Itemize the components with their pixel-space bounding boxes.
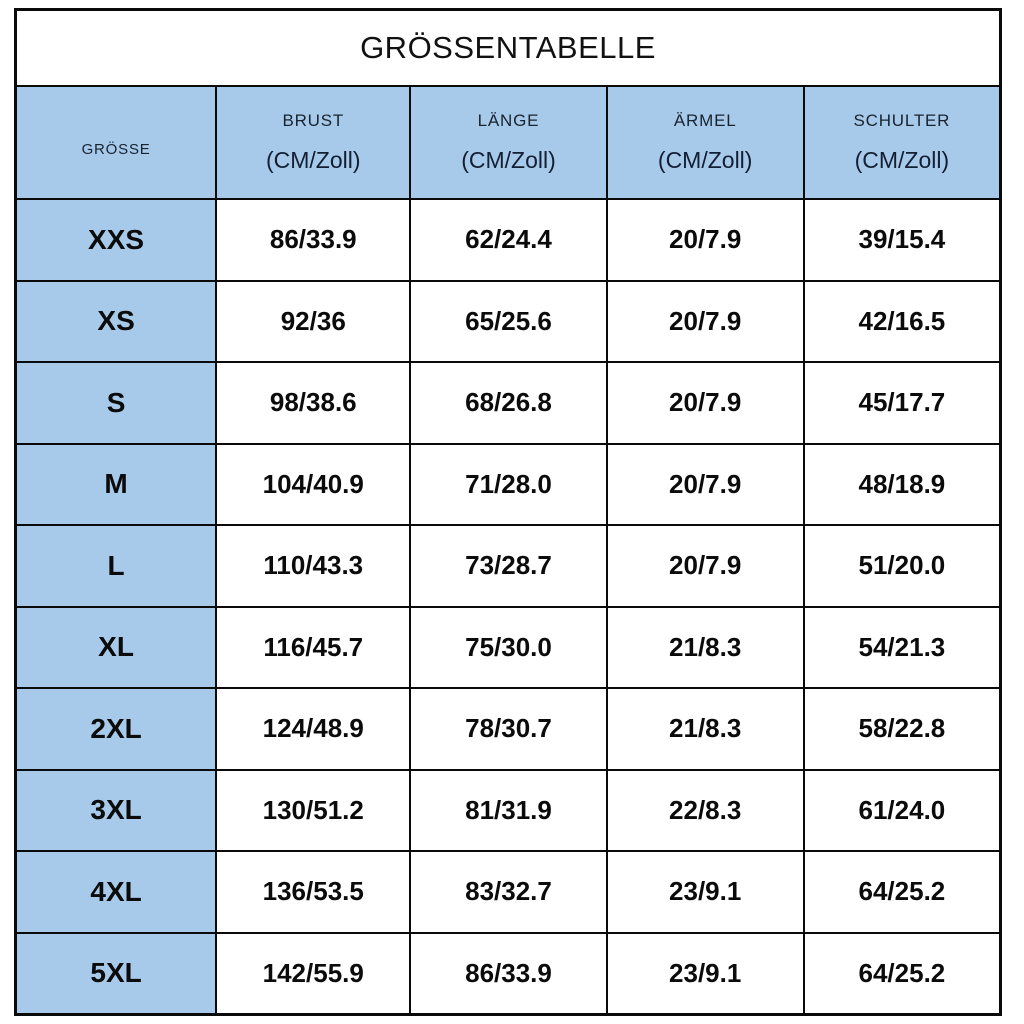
measurement-cell-schulter: 39/15.4: [804, 200, 999, 280]
measurement-cell-aermel: 20/7.9: [607, 444, 803, 524]
measurement-cell-schulter: 58/22.8: [804, 689, 999, 769]
measurement-cell-brust: 116/45.7: [217, 607, 410, 687]
measurement-cell-laenge: 62/24.4: [411, 200, 606, 280]
measurement-cell-aermel: 23/9.1: [607, 933, 803, 1013]
size-cell: 5XL: [17, 933, 216, 1013]
column-header-unit: (CM/Zoll): [461, 147, 556, 173]
measurement-cell-aermel: 20/7.9: [607, 281, 803, 361]
column-header-label: SCHULTER: [853, 111, 951, 130]
measurement-cell-brust: 86/33.9: [217, 200, 410, 280]
measurement-cell-aermel: 22/8.3: [607, 770, 803, 850]
size-cell: 2XL: [17, 689, 216, 769]
measurement-cell-brust: 142/55.9: [217, 933, 410, 1013]
size-cell: 3XL: [17, 770, 216, 850]
size-cell: XL: [17, 607, 216, 687]
size-cell: XXS: [17, 200, 216, 280]
measurement-cell-laenge: 86/33.9: [411, 933, 606, 1013]
size-cell: S: [17, 363, 216, 443]
measurement-cell-aermel: 20/7.9: [607, 526, 803, 606]
measurement-cell-schulter: 48/18.9: [804, 444, 999, 524]
measurement-cell-aermel: 20/7.9: [607, 200, 803, 280]
measurement-cell-brust: 124/48.9: [217, 689, 410, 769]
measurement-cell-laenge: 75/30.0: [411, 607, 606, 687]
measurement-cell-schulter: 45/17.7: [804, 363, 999, 443]
size-cell: 4XL: [17, 852, 216, 932]
measurement-cell-aermel: 21/8.3: [607, 607, 803, 687]
measurement-cell-schulter: 42/16.5: [804, 281, 999, 361]
column-header-groesse: GRÖSSE: [17, 87, 216, 198]
measurement-cell-laenge: 73/28.7: [411, 526, 606, 606]
column-header-label: LÄNGE: [477, 111, 540, 130]
measurement-cell-schulter: 51/20.0: [804, 526, 999, 606]
column-header-label: ÄRMEL: [673, 111, 737, 130]
measurement-cell-brust: 136/53.5: [217, 852, 410, 932]
measurement-cell-brust: 130/51.2: [217, 770, 410, 850]
measurement-cell-aermel: 21/8.3: [607, 689, 803, 769]
size-cell: M: [17, 444, 216, 524]
column-header-unit: (CM/Zoll): [854, 147, 950, 173]
measurement-cell-schulter: 61/24.0: [804, 770, 999, 850]
measurement-cell-laenge: 81/31.9: [411, 770, 606, 850]
column-header-laenge: LÄNGE (CM/Zoll): [411, 87, 606, 198]
measurement-cell-brust: 110/43.3: [217, 526, 410, 606]
measurement-cell-laenge: 68/26.8: [411, 363, 606, 443]
measurement-cell-aermel: 23/9.1: [607, 852, 803, 932]
table-title: GRÖSSENTABELLE: [17, 11, 999, 85]
measurement-cell-laenge: 83/32.7: [411, 852, 606, 932]
measurement-cell-brust: 98/38.6: [217, 363, 410, 443]
measurement-cell-schulter: 54/21.3: [804, 607, 999, 687]
measurement-cell-aermel: 20/7.9: [607, 363, 803, 443]
size-cell: XS: [17, 281, 216, 361]
size-table: GRÖSSENTABELLE GRÖSSE BRUST (CM/Zoll) LÄ…: [14, 8, 1002, 1016]
measurement-cell-laenge: 78/30.7: [411, 689, 606, 769]
measurement-cell-schulter: 64/25.2: [804, 852, 999, 932]
measurement-cell-laenge: 65/25.6: [411, 281, 606, 361]
measurement-cell-brust: 104/40.9: [217, 444, 410, 524]
column-header-aermel: ÄRMEL (CM/Zoll): [607, 87, 803, 198]
measurement-cell-brust: 92/36: [217, 281, 410, 361]
column-header-label: GRÖSSE: [81, 141, 151, 158]
column-header-schulter: SCHULTER (CM/Zoll): [804, 87, 999, 198]
measurement-cell-schulter: 64/25.2: [804, 933, 999, 1013]
column-header-unit: (CM/Zoll): [657, 147, 753, 173]
column-header-brust: BRUST (CM/Zoll): [217, 87, 410, 198]
column-header-unit: (CM/Zoll): [265, 147, 361, 173]
measurement-cell-laenge: 71/28.0: [411, 444, 606, 524]
column-header-label: BRUST: [282, 111, 345, 130]
size-cell: L: [17, 526, 216, 606]
